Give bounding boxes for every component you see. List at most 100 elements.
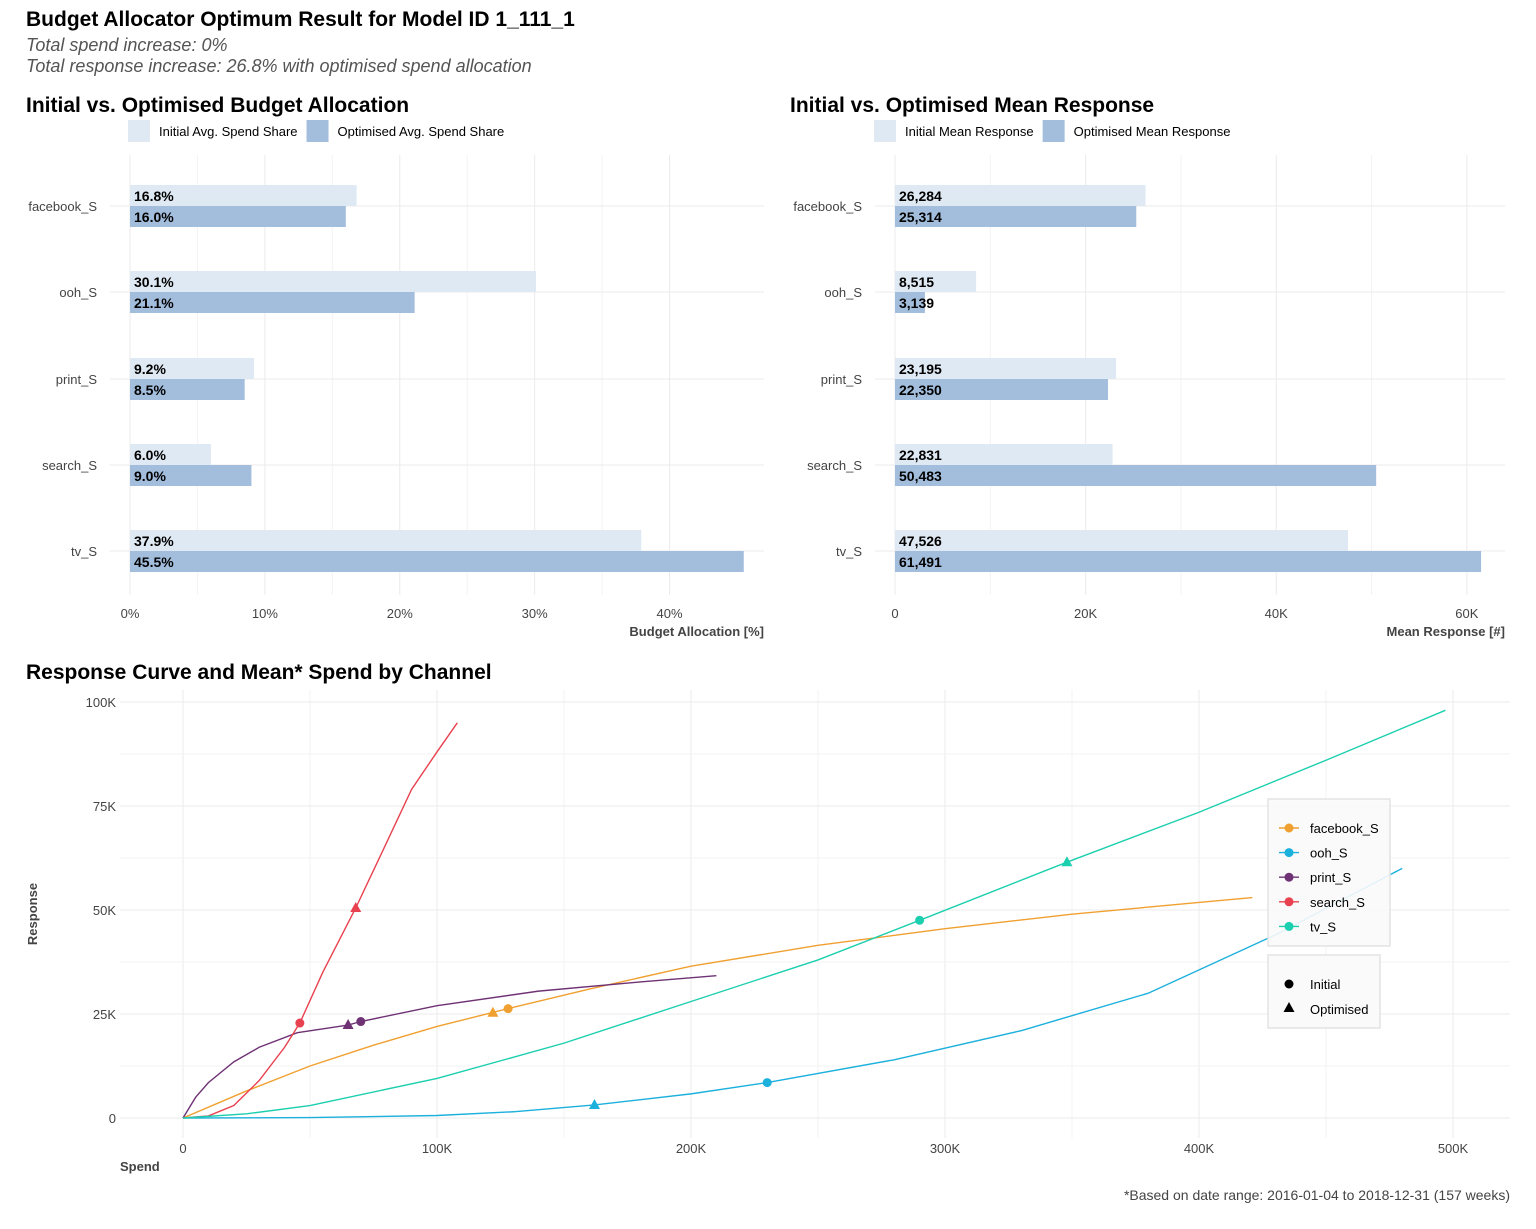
legend-key: [1042, 120, 1065, 142]
bar-data-label: 21.1%: [134, 295, 174, 311]
optimised-point-tv_S: [1061, 856, 1073, 867]
y-tick-label: facebook_S: [793, 199, 862, 214]
bar-initial: [130, 358, 255, 379]
legend-dot: [1284, 823, 1294, 833]
legend-label: tv_S: [1310, 919, 1336, 934]
y-tick-label: facebook_S: [28, 199, 97, 214]
x-tick-label: 0%: [121, 606, 140, 621]
bar-initial: [895, 444, 1113, 465]
x-tick-label: 60K: [1455, 606, 1478, 621]
response-curve-search_S: [182, 722, 458, 1119]
legend-label: Initial Avg. Spend Share: [159, 124, 298, 139]
y-tick-label: 25K: [93, 1007, 116, 1022]
x-tick-label: 500K: [1438, 1141, 1469, 1156]
bar-data-label: 61,491: [899, 554, 942, 570]
y-tick-label: search_S: [42, 458, 97, 473]
bar-data-label: 45.5%: [134, 554, 174, 570]
legend-label: Initial Mean Response: [905, 124, 1034, 139]
bar-optimised: [130, 465, 252, 486]
allocation-chart-title: Initial vs. Optimised Budget Allocation: [26, 94, 410, 117]
optimised-point-print_S: [342, 1019, 354, 1030]
bar-data-label: 16.0%: [134, 209, 174, 225]
bar-initial: [895, 358, 1117, 379]
bar-data-label: 23,195: [899, 361, 942, 377]
bar-data-label: 50,483: [899, 468, 942, 484]
bar-data-label: 8.5%: [134, 382, 166, 398]
response-chart-title: Initial vs. Optimised Mean Response: [790, 94, 1155, 117]
bar-initial: [130, 530, 642, 551]
channel-legend-box: [1267, 798, 1391, 947]
subtitle-spend: Total spend increase: 0%: [26, 35, 228, 55]
bar-data-label: 16.8%: [134, 188, 174, 204]
bar-optimised: [130, 379, 245, 400]
legend-dot: [1284, 921, 1294, 931]
shape-legend-box: [1267, 954, 1381, 1029]
legend-label: ooh_S: [1310, 846, 1348, 861]
legend-dot: [1284, 872, 1294, 882]
legend-label: Initial: [1310, 977, 1340, 992]
x-tick-label: 0: [179, 1141, 186, 1156]
legend-key: [128, 120, 150, 142]
bar-data-label: 9.2%: [134, 361, 166, 377]
bar-optimised: [130, 551, 744, 572]
bar-optimised: [895, 379, 1109, 400]
y-tick-label: tv_S: [71, 544, 97, 559]
legend-label: Optimised: [1310, 1002, 1369, 1017]
x-tick-label: 20K: [1074, 606, 1097, 621]
legend-label: Optimised Mean Response: [1074, 124, 1231, 139]
bar-optimised: [895, 292, 925, 313]
legend-circle-icon: [1284, 979, 1294, 989]
bar-optimised: [895, 465, 1377, 486]
x-tick-label: 40%: [657, 606, 683, 621]
bar-initial: [130, 444, 211, 465]
legend-label: Optimised Avg. Spend Share: [338, 124, 505, 139]
x-tick-label: 20%: [387, 606, 413, 621]
bar-data-label: 30.1%: [134, 274, 174, 290]
legend-key: [306, 120, 329, 142]
bar-data-label: 22,350: [899, 382, 942, 398]
y-tick-label: print_S: [821, 372, 863, 387]
y-tick-label: 50K: [93, 903, 116, 918]
bar-initial: [895, 530, 1348, 551]
bar-data-label: 47,526: [899, 533, 942, 549]
subtitle-response: Total response increase: 26.8% with opti…: [26, 56, 532, 76]
y-tick-label: 100K: [86, 695, 117, 710]
report-title: Budget Allocator Optimum Result for Mode…: [26, 8, 575, 31]
x-tick-label: 30%: [522, 606, 548, 621]
optimised-point-facebook_S: [487, 1006, 499, 1017]
bar-initial: [895, 185, 1146, 206]
x-tick-label: 100K: [422, 1141, 453, 1156]
bar-optimised: [895, 206, 1137, 227]
curve-chart-title: Response Curve and Mean* Spend by Channe…: [26, 661, 492, 684]
optimised-point-ooh_S: [588, 1098, 600, 1109]
x-axis-title: Mean Response [#]: [1387, 624, 1505, 639]
initial-point-search_S: [295, 1018, 305, 1028]
bar-initial: [130, 185, 357, 206]
y-tick-label: print_S: [56, 372, 98, 387]
initial-point-print_S: [356, 1017, 366, 1027]
response-curve-facebook_S: [182, 896, 1253, 1119]
bar-data-label: 22,831: [899, 447, 942, 463]
x-tick-label: 200K: [676, 1141, 707, 1156]
legend-label: facebook_S: [1310, 821, 1379, 836]
bar-optimised: [895, 551, 1482, 572]
legend-key: [874, 120, 896, 142]
x-tick-label: 300K: [930, 1141, 961, 1156]
x-axis-title: Spend: [120, 1159, 160, 1174]
bar-optimised: [130, 206, 346, 227]
bar-data-label: 9.0%: [134, 468, 166, 484]
y-tick-label: 0: [109, 1111, 116, 1126]
x-axis-title: Budget Allocation [%]: [629, 624, 764, 639]
y-tick-label: ooh_S: [824, 285, 862, 300]
bar-data-label: 26,284: [899, 188, 942, 204]
footnote: *Based on date range: 2016-01-04 to 2018…: [1123, 1187, 1510, 1203]
bar-initial: [895, 271, 977, 292]
response-curve-tv_S: [182, 709, 1446, 1119]
optimised-point-search_S: [350, 901, 362, 912]
y-tick-label: ooh_S: [59, 285, 97, 300]
y-tick-label: tv_S: [836, 544, 862, 559]
legend-label: search_S: [1310, 895, 1365, 910]
initial-point-ooh_S: [762, 1078, 772, 1088]
